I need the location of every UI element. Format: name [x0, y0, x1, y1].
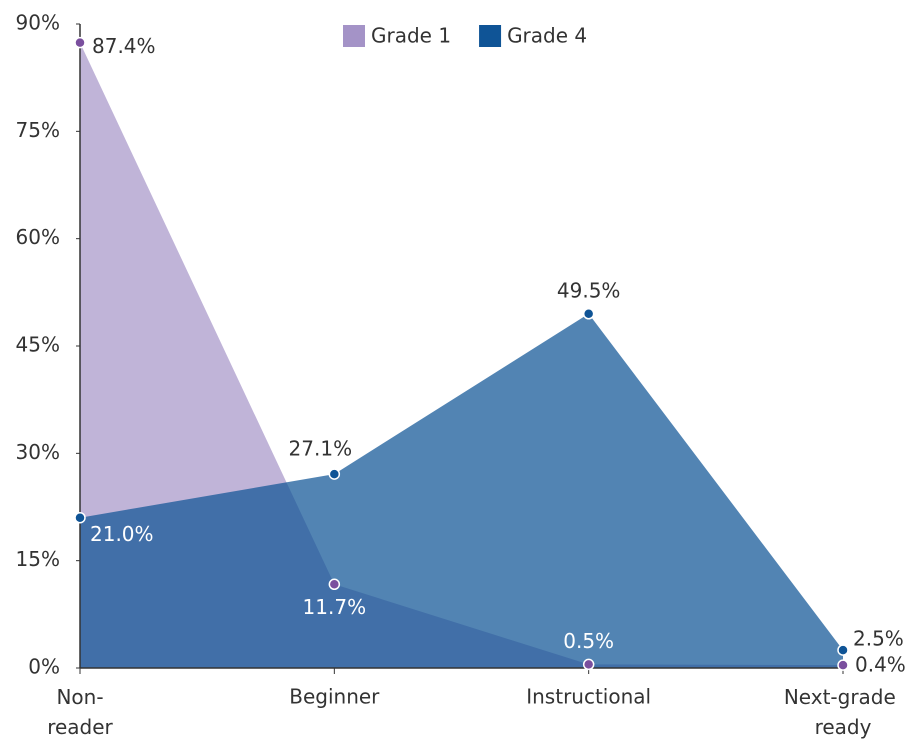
legend-swatch: [479, 25, 502, 47]
y-tick-label: 90%: [16, 11, 60, 35]
data-label: 2.5%: [853, 627, 904, 651]
x-tick-label: Non-reader: [47, 685, 113, 739]
y-tick-label: 75%: [16, 118, 60, 142]
data-label: 0.5%: [563, 629, 614, 653]
legend-label: Grade 4: [507, 24, 587, 48]
marker: [328, 578, 341, 591]
x-tick-label-line: Non-: [56, 685, 103, 709]
marker: [74, 36, 86, 49]
marker: [582, 658, 595, 671]
marker: [582, 308, 595, 320]
y-tick-label: 60%: [16, 225, 60, 249]
data-label: 49.5%: [557, 278, 621, 302]
marker: [74, 511, 86, 524]
x-tick-label-line: Next-grade: [784, 685, 902, 709]
x-tick-label: Next-grade ready: [784, 685, 902, 739]
y-tick-label: 45%: [16, 333, 60, 357]
marker: [837, 659, 849, 671]
x-tick-label: Instructional: [526, 685, 651, 709]
marker: [328, 468, 341, 480]
x-tick-label-line: reader: [47, 715, 113, 739]
marker: [837, 644, 849, 656]
area: [80, 313, 843, 668]
data-label: 11.7%: [303, 595, 367, 619]
y-tick-label: 30%: [16, 440, 60, 464]
x-tick-label: Beginner: [289, 685, 380, 709]
y-tick-label: 0%: [28, 655, 60, 679]
legend-label: Grade 1: [371, 24, 451, 48]
y-tick-label: 15%: [16, 547, 60, 571]
data-label: 21.0%: [90, 522, 154, 546]
legend-swatch: [343, 25, 365, 47]
data-label: 27.1%: [289, 437, 353, 461]
x-tick-label-line: ready: [815, 715, 872, 739]
data-label: 0.4%: [855, 653, 906, 677]
data-label: 87.4%: [92, 34, 156, 58]
